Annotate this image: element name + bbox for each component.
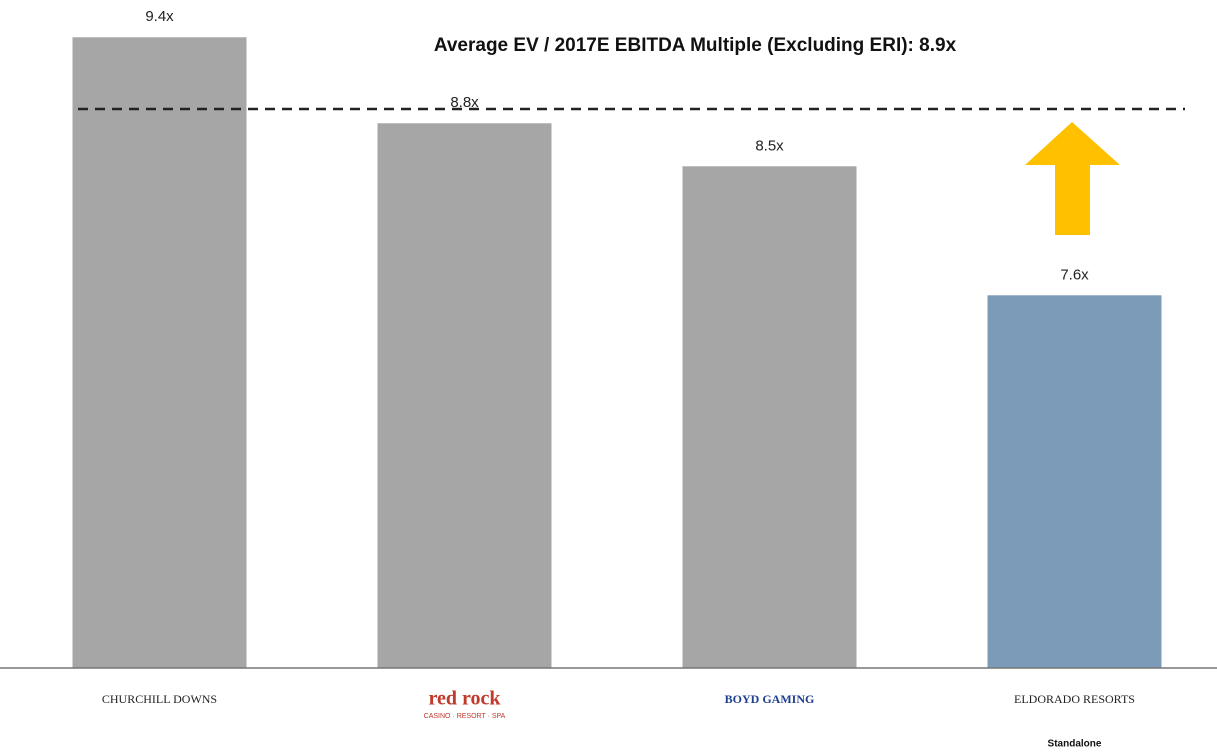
- category-label: red rock: [428, 688, 501, 710]
- bar: [987, 295, 1162, 668]
- category-note: CASINO · RESORT · SPA: [424, 713, 506, 720]
- chart-title: Average EV / 2017E EBITDA Multiple (Excl…: [434, 35, 957, 56]
- category-label: CHURCHILL DOWNS: [102, 692, 217, 706]
- up-arrow: [1025, 122, 1120, 235]
- category-label: ELDORADO RESORTS: [1014, 692, 1135, 706]
- value-label: 8.5x: [755, 137, 784, 154]
- bar: [682, 166, 857, 668]
- value-label: 8.8x: [450, 94, 479, 111]
- value-label: 7.6x: [1060, 266, 1089, 283]
- value-label: 9.4x: [145, 8, 174, 25]
- bar: [72, 37, 247, 668]
- category-label: BOYD GAMING: [725, 692, 815, 706]
- bar: [377, 123, 552, 668]
- category-note: Standalone: [1048, 739, 1102, 750]
